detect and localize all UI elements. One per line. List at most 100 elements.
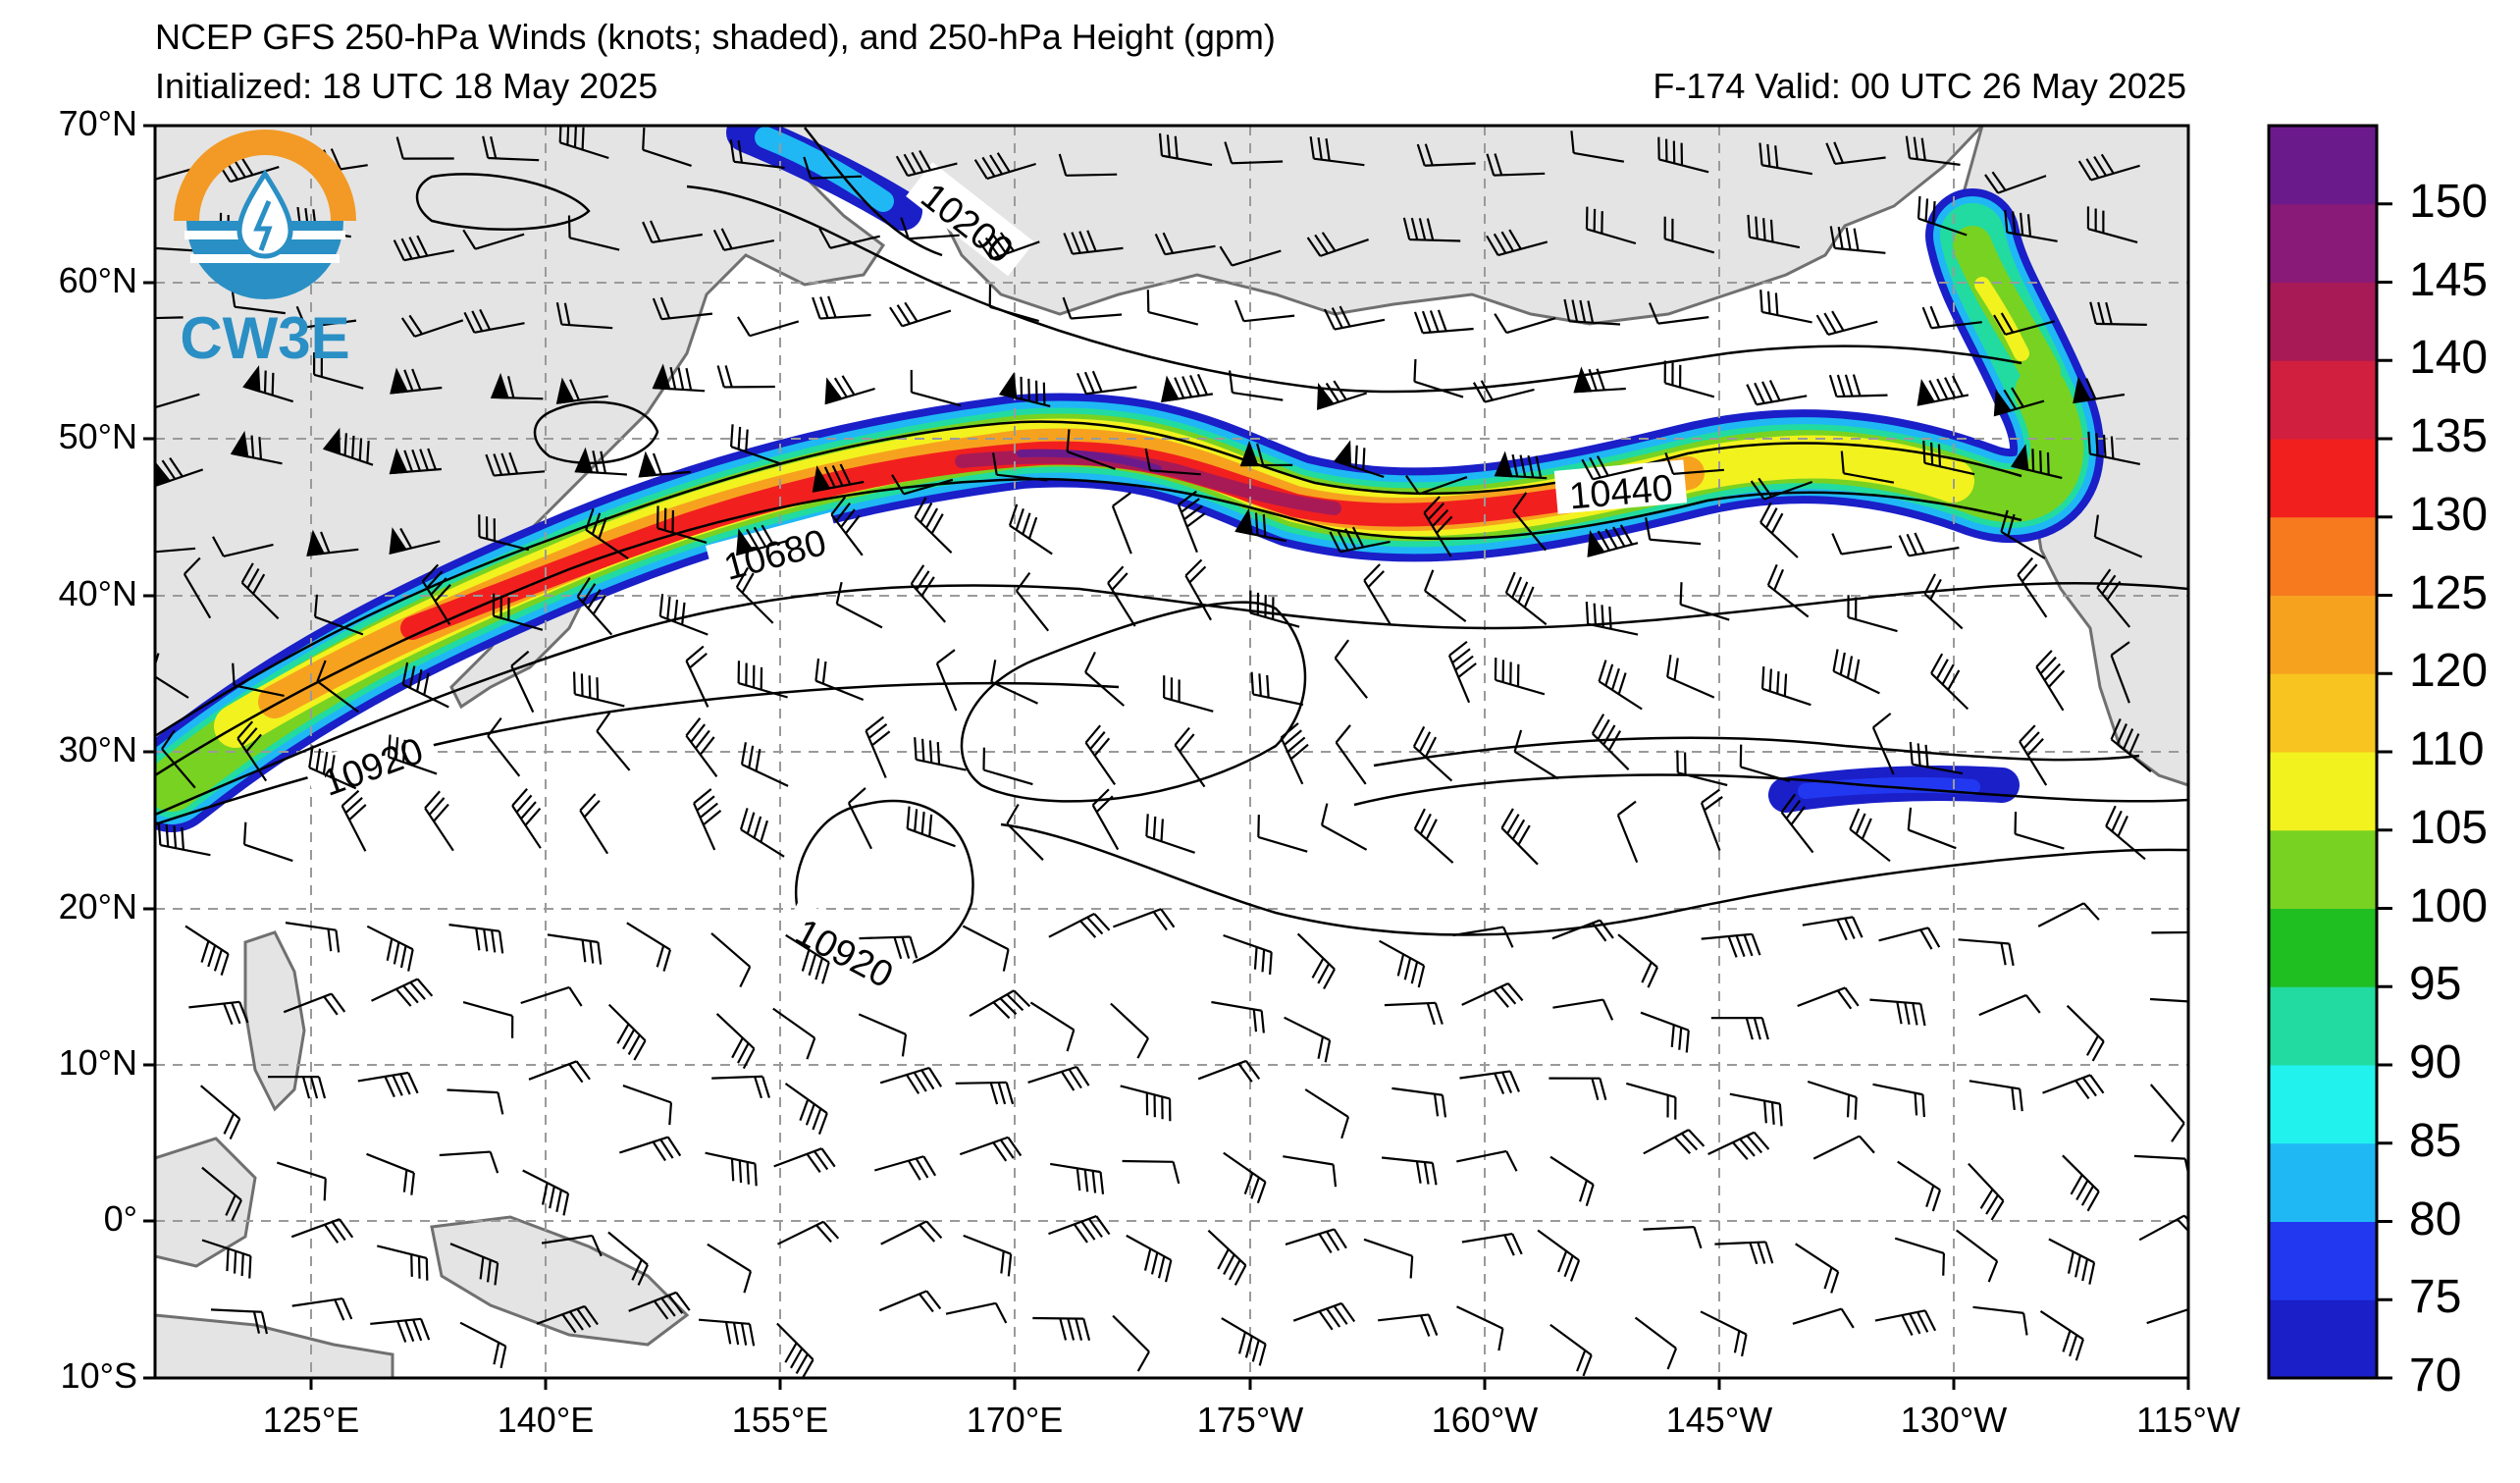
wind-barb [421,563,451,625]
wind-barb [1304,1088,1350,1139]
axis-ticks [143,124,2190,1390]
wind-barb [2039,1309,2084,1361]
colorbar-segment [2269,986,2377,1066]
wind-barb [1423,496,1453,557]
wind-barb [201,1239,252,1279]
wind-barb [626,922,672,972]
wind-barb [1815,310,1878,336]
wind-barb [1423,569,1467,622]
wind-barb [2110,641,2130,704]
wind-barb [776,1322,814,1378]
colorbar-segment [2269,1065,2377,1144]
wind-barb [914,497,953,554]
wind-barb [1456,1149,1518,1172]
colorbar-segment [2269,1142,2377,1222]
wind-barb [1792,1307,1855,1329]
wind-barb [1494,450,1548,480]
wind-barb [977,232,1040,260]
wind-barb [1729,1092,1783,1127]
wind-barb [1930,653,1969,711]
wind-barb [232,662,285,697]
wind-barb [1840,450,1895,484]
wind-barb [814,658,865,702]
wind-barb [1126,1234,1173,1283]
wind-barb [1413,309,1474,335]
wind-barb [366,925,414,972]
colorbar-segment [2269,516,2377,596]
wind-barb [812,463,865,493]
wind-barb [341,789,367,852]
wind-barb [1006,803,1044,861]
wind-barb [1643,1226,1703,1249]
wind-barb [1280,722,1309,785]
wind-barb [1549,1155,1595,1207]
wind-barb [1645,517,1702,546]
lon-label: 125°E [262,1400,360,1440]
colorbar-tick-label: 95 [2409,958,2462,1011]
wind-barb [1379,939,1426,988]
wind-barb [389,527,441,555]
wind-barb [693,788,722,851]
wind-barb [1091,788,1120,851]
wind-barb [541,1234,603,1257]
wind-barb [1969,1080,2023,1112]
colorbar-tick-label: 85 [2409,1114,2462,1167]
wind-barb [1197,1059,1261,1083]
borneo-land [155,1137,257,1268]
wind-barb [579,793,609,855]
wind-barb [1405,474,1468,496]
wind-barb [377,1245,429,1281]
wind-barb [1413,358,1464,398]
wind-barb [1759,502,1799,558]
wind-barb [1828,374,1888,398]
wind-barb [1334,639,1368,699]
wind-barb [699,1318,756,1347]
wind-barb [773,1147,836,1173]
wind-barb [1504,571,1548,626]
lat-label: 50°N [58,416,137,456]
wind-barb [652,296,713,321]
wind-barb [865,715,891,778]
colorbar-tick-label: 105 [2409,801,2489,854]
colorbar-tick-label: 145 [2409,253,2489,306]
wind-barb [1413,808,1454,864]
wind-barb [155,456,204,488]
lon-label: 115°W [2136,1400,2240,1440]
wind-barb [1145,814,1195,854]
wind-barb [585,507,629,560]
wind-barb [1634,1316,1678,1370]
wind-barb [1739,744,1791,783]
colorbar-segment [2269,829,2377,909]
wind-barb [1412,725,1453,782]
wind-barb [1058,153,1118,177]
wind-barb [988,284,1040,323]
wind-barb [1573,366,1626,394]
wind-barb [1598,660,1643,711]
wind-barb [1591,714,1630,770]
wind-barb [536,1304,599,1334]
wind-barb [737,661,788,699]
wind-barb [459,1321,507,1369]
wind-barb [462,229,525,250]
wind-barb [1122,1159,1181,1185]
wind-barb [1084,724,1117,786]
wind-barb [1700,788,1723,851]
wind-barb [1447,640,1477,704]
wind-barb [803,156,863,180]
wind-barb [2019,724,2048,786]
logo-text: CW3E [180,305,349,371]
lat-label: 40°N [58,573,137,613]
wind-barb [1587,524,1639,557]
wind-barb [729,424,780,465]
colorbar-segment [2269,360,2377,440]
wind-barb [1549,1077,1607,1100]
wind-barb [1027,1065,1090,1091]
wind-barb [935,649,958,712]
wind-barb [914,737,967,771]
wind-barb [1107,565,1136,627]
wind-barb [2105,805,2146,861]
wind-barb [393,235,455,262]
wind-barb [1746,380,1808,406]
wind-barb [1154,232,1216,256]
wind-barb [1869,998,1926,1027]
